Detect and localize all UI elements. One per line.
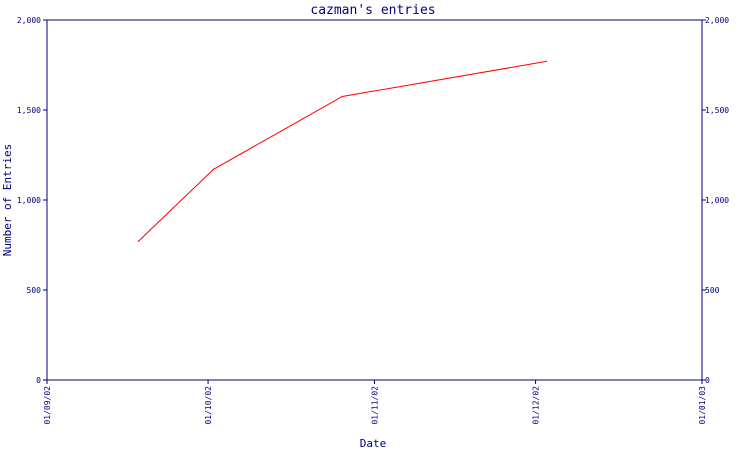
plot-area-frame xyxy=(46,19,703,381)
y-tick-label-right: 1,500 xyxy=(705,106,729,115)
data-point xyxy=(212,168,215,170)
data-point xyxy=(137,240,139,242)
data-point xyxy=(545,60,547,63)
series-group xyxy=(137,60,547,242)
y-tick-label-left: 500 xyxy=(27,286,42,295)
y-axis-left: 0 500 1,000 1,500 2,000 xyxy=(17,16,47,385)
chart-title: cazman's entries xyxy=(310,3,435,18)
x-axis-label: Date xyxy=(360,437,387,450)
y-tick-label-left: 1,000 xyxy=(17,196,41,205)
x-tick-label: 01/10/02 xyxy=(204,386,213,425)
y-tick-label-right: 500 xyxy=(705,286,720,295)
x-tick-label: 01/09/02 xyxy=(43,386,52,425)
y-axis-right: 0 500 1,000 1,500 2,000 xyxy=(702,16,729,385)
y-tick-label-right: 2,000 xyxy=(705,16,729,25)
y-tick-label-right: 1,000 xyxy=(705,196,729,205)
series-line xyxy=(137,60,547,242)
x-axis: 01/09/02 01/10/02 01/11/02 01/12/02 01/01/03 xyxy=(43,380,707,425)
x-tick-label: 01/11/02 xyxy=(371,386,380,425)
y-tick-label-left: 0 xyxy=(36,376,41,385)
x-tick-label: 01/01/03 xyxy=(698,386,707,425)
x-tick-label: 01/12/02 xyxy=(532,386,541,425)
y-tick-label-right: 0 xyxy=(705,376,710,385)
y-tick-label-left: 1,500 xyxy=(17,106,41,115)
y-axis-label: Number of Entries xyxy=(1,144,14,257)
y-tick-label-left: 2,000 xyxy=(17,16,41,25)
data-point xyxy=(341,95,343,98)
